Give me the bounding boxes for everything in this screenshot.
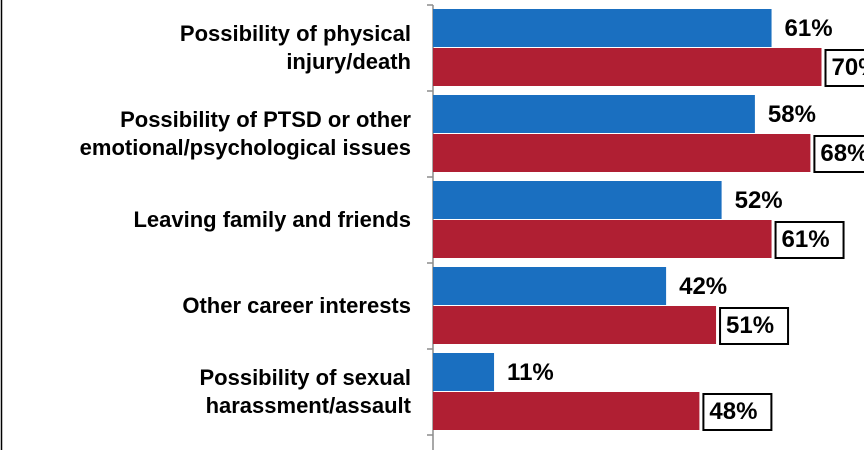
value-label-box [702,393,773,431]
bar-series-2 [433,48,822,86]
bar-series-1 [433,181,722,219]
category-label: Leaving family and friends [133,207,411,232]
category-label-line: harassment/assault [206,393,412,418]
category-labels: Possibility of physical injury/deathPossi… [80,21,412,418]
value-label-series-2: 61% [782,226,830,253]
category-label-line: injury/death [286,49,411,74]
bar-series-1 [433,95,755,133]
category-label-line: Possibility of physical [180,21,411,46]
value-label-box [774,221,845,259]
value-label-series-1: 58% [768,101,816,128]
bar-series-2 [433,134,811,172]
bar-series-2 [433,306,717,344]
value-label-series-2: 51% [726,312,774,339]
category-label: Possibility of sexual harassment/assault [199,365,411,418]
value-label-box [719,307,790,345]
bar-series-2 [433,220,772,258]
bar-series-1 [433,353,495,391]
category-label-line: Other career interests [182,293,411,318]
category-label-line: emotional/psychological issues [80,135,411,160]
value-label-series-1: 52% [735,187,783,214]
category-label: Possibility of PTSD or other emotional/ps… [80,107,412,160]
value-label-series-2: 70% [832,54,864,81]
category-label-line: Possibility of PTSD or other [120,107,411,132]
bar-series-2 [433,392,700,430]
category-axis-ticks [427,4,433,436]
value-label-box [813,135,864,173]
category-label-line: Possibility of sexual [199,365,411,390]
value-label-series-2: 68% [820,140,864,167]
category-label: Other career interests [182,293,411,318]
bars [433,9,822,430]
category-label-line: Leaving family and friends [133,207,411,232]
category-label: Possibility of physical injury/death [180,21,411,74]
bar-series-1 [433,9,772,47]
value-label-box [824,49,864,87]
value-label-series-1: 61% [785,15,833,42]
value-label-series-1: 11% [507,359,554,386]
value-labels: 61% 70% 58%68% 52% 61% 42% 51% 11% 48% [507,15,864,431]
value-label-series-2: 48% [709,398,757,425]
bar-series-1 [433,267,667,305]
value-label-series-1: 42% [679,273,727,300]
